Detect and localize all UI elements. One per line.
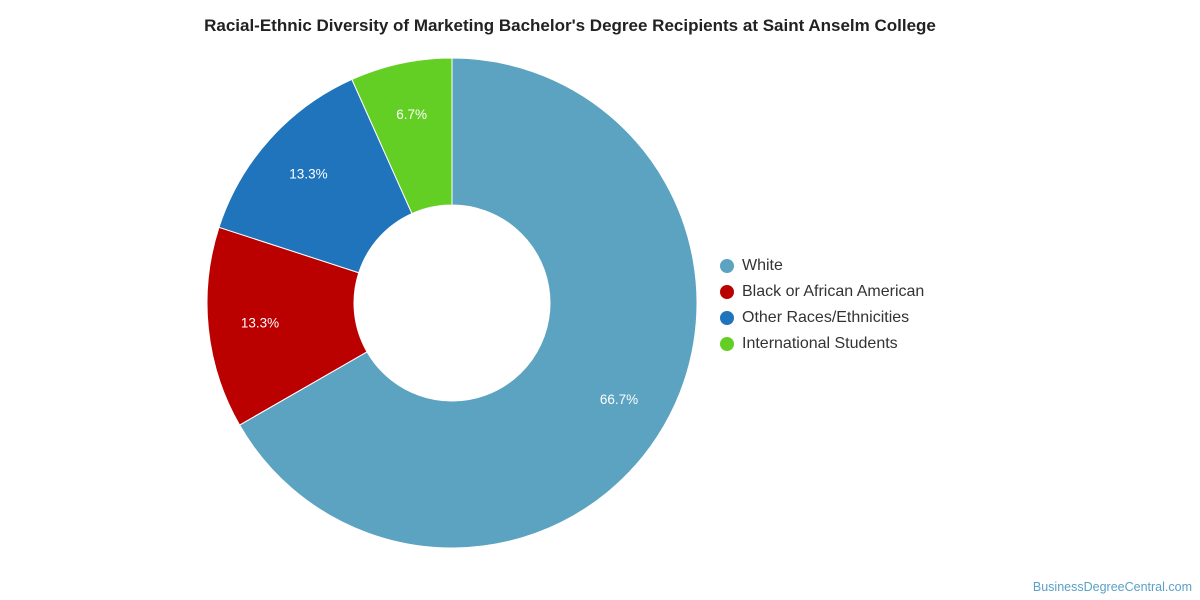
slice-white[interactable] (238, 57, 698, 549)
slice-international[interactable] (351, 57, 453, 215)
legend: White Black or African American Other Ra… (720, 253, 924, 357)
watermark[interactable]: BusinessDegreeCentral.com (1032, 580, 1192, 594)
legend-swatch-other (720, 311, 734, 325)
slice-label-other: 13.3% (289, 167, 327, 182)
legend-item-white[interactable]: White (720, 253, 924, 279)
slice-other[interactable] (218, 78, 413, 274)
legend-swatch-international (720, 337, 734, 351)
legend-item-black[interactable]: Black or African American (720, 279, 924, 305)
legend-label-other: Other Races/Ethnicities (742, 309, 910, 326)
slice-label-black: 13.3% (241, 315, 279, 330)
slice-label-white: 66.7% (600, 392, 638, 407)
slice-label-international: 6.7% (396, 107, 427, 122)
legend-label-black: Black or African American (742, 283, 925, 300)
legend-item-other[interactable]: Other Races/Ethnicities (720, 305, 924, 331)
legend-item-international[interactable]: International Students (720, 331, 924, 357)
legend-label-international: International Students (742, 335, 898, 352)
legend-label-white: White (742, 257, 783, 274)
legend-swatch-white (720, 259, 734, 273)
slice-black[interactable] (206, 226, 368, 426)
chart-title: Racial-Ethnic Diversity of Marketing Bac… (204, 16, 936, 35)
legend-swatch-black (720, 285, 734, 299)
